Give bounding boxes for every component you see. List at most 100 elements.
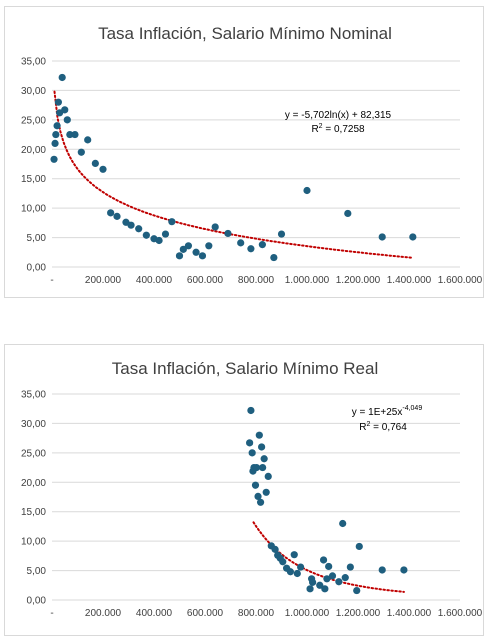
trendline (53, 90, 413, 259)
data-point (321, 585, 329, 593)
data-point (142, 231, 150, 239)
data-point (127, 221, 135, 229)
y-tick-label: 20,00 (21, 478, 46, 489)
data-point (50, 155, 58, 163)
r-squared-label: R2 = 0,7258 (311, 123, 365, 135)
data-point (84, 136, 92, 144)
data-point (409, 233, 417, 241)
data-point (192, 248, 200, 256)
data-point (316, 581, 324, 589)
data-point (355, 542, 363, 551)
data-point (248, 449, 256, 457)
data-point (353, 586, 361, 595)
data-point (99, 165, 107, 173)
data-point (378, 566, 386, 574)
data-point (344, 209, 352, 218)
chart-title: Tasa Inflación, Salario Mínimo Real (112, 359, 378, 378)
data-point (211, 223, 219, 231)
data-point (247, 406, 255, 415)
r-squared-label: R2 = 0,764 (359, 421, 407, 433)
y-tick-label: 20,00 (21, 145, 46, 156)
data-point (309, 578, 317, 586)
x-tick-label: - (50, 608, 53, 619)
x-tick-label: 600.000 (187, 608, 224, 619)
x-tick-label: 800.000 (238, 275, 275, 286)
data-point (378, 233, 386, 241)
x-tick-label: 1.200.000 (336, 275, 381, 286)
data-point (51, 139, 59, 147)
y-tick-label: 5,00 (27, 566, 47, 577)
data-point (54, 98, 62, 106)
y-tick-label: 10,00 (21, 204, 46, 215)
x-tick-label: 200.000 (85, 608, 122, 619)
data-point (290, 551, 298, 559)
y-tick-label: 30,00 (21, 86, 46, 97)
y-tick-label: 0,00 (27, 596, 47, 607)
x-tick-label: - (50, 275, 53, 286)
data-point (113, 212, 121, 220)
data-point (161, 230, 170, 238)
data-point (271, 545, 279, 553)
data-point (264, 472, 272, 480)
y-tick-label: 25,00 (21, 448, 46, 459)
data-point (325, 562, 333, 571)
data-point (205, 242, 213, 250)
data-point (66, 130, 74, 139)
data-point (155, 236, 163, 245)
x-tick-label: 400.000 (136, 275, 173, 286)
data-point (168, 218, 176, 226)
x-tick-label: 1.400.000 (387, 275, 432, 286)
y-tick-label: 10,00 (21, 537, 46, 548)
data-point (270, 253, 278, 262)
data-point (255, 431, 263, 439)
data-point (224, 229, 232, 238)
data-point (346, 563, 354, 571)
y-tick-label: 25,00 (21, 115, 46, 126)
data-point (52, 130, 60, 139)
y-tick-label: 30,00 (21, 419, 46, 430)
data-point (252, 463, 261, 472)
data-point (328, 572, 337, 580)
data-point (256, 498, 265, 506)
data-point (175, 252, 184, 260)
data-point (323, 575, 331, 583)
scatter-plot-nominal: Tasa Inflación, Salario Mínimo Nominal 0… (21, 24, 483, 286)
chart-real: Tasa Inflación, Salario Mínimo Real 0,00… (4, 344, 484, 636)
data-point (251, 481, 260, 489)
y-tick-label: 5,00 (27, 233, 47, 244)
x-tick-label: 1.200.000 (336, 608, 381, 619)
y-tick-label: 15,00 (21, 174, 46, 185)
data-point (260, 455, 268, 463)
data-point (297, 563, 305, 571)
data-point (306, 585, 314, 593)
data-point (198, 252, 207, 260)
x-tick-label: 200.000 (85, 275, 122, 286)
data-point (341, 574, 349, 582)
data-point (279, 558, 287, 566)
data-point (71, 130, 79, 139)
data-point (286, 568, 295, 576)
data-point (293, 569, 301, 578)
y-tick-label: 35,00 (21, 390, 46, 401)
x-tick-label: 1.000.000 (285, 608, 330, 619)
x-tick-label: 600.000 (187, 275, 224, 286)
data-point (61, 106, 69, 114)
data-point (91, 159, 99, 168)
data-point (135, 225, 143, 233)
x-tick-label: 1.000.000 (285, 275, 330, 286)
chart-title: Tasa Inflación, Salario Mínimo Nominal (98, 24, 392, 43)
data-point (63, 116, 71, 124)
data-point (184, 242, 193, 250)
x-tick-label: 1.400.000 (387, 608, 432, 619)
data-point (319, 556, 328, 564)
x-tick-label: 800.000 (238, 608, 275, 619)
data-point (77, 148, 85, 156)
data-point (258, 443, 266, 451)
data-point (58, 73, 66, 82)
x-tick-label: 1.600.000 (438, 608, 483, 619)
y-tick-label: 15,00 (21, 507, 46, 518)
data-point (254, 492, 262, 501)
trendline-equation: y = 1E+25x-4,049 (352, 405, 423, 418)
data-point (107, 209, 115, 217)
data-point (262, 488, 270, 496)
